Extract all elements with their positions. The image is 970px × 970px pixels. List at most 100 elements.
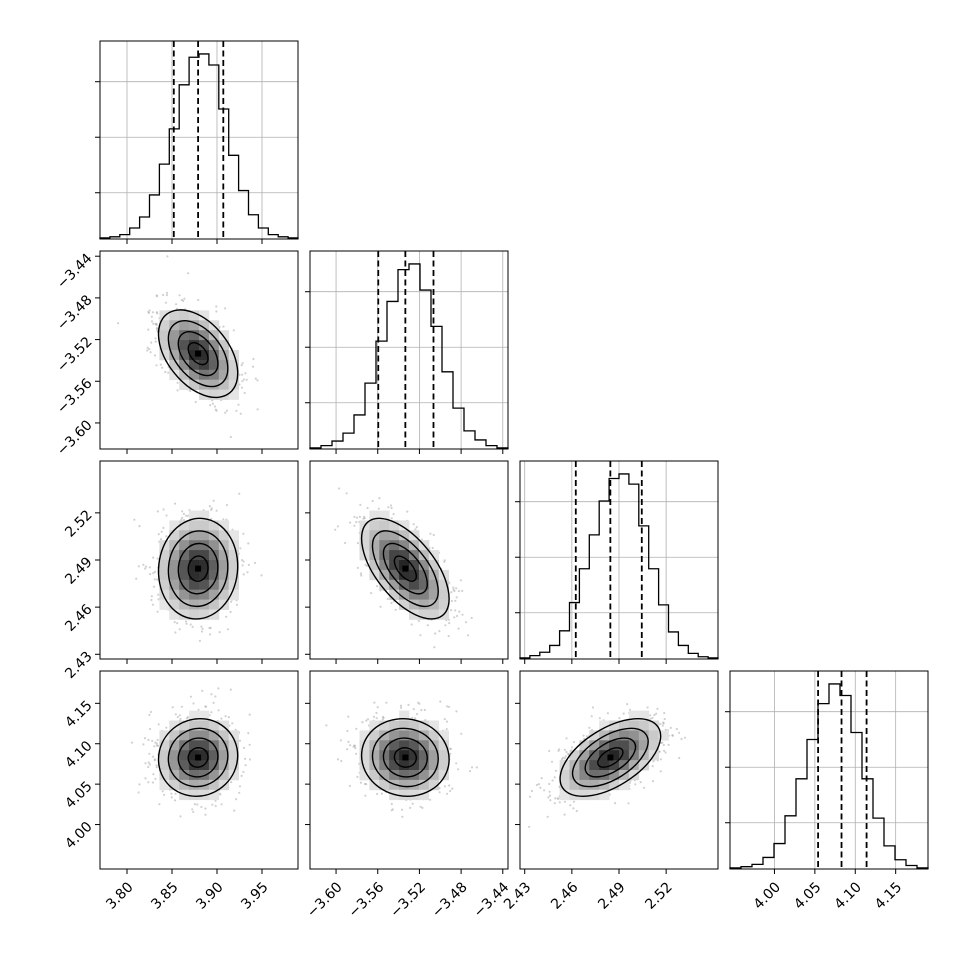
density-cell — [169, 569, 180, 581]
scatter-point — [470, 616, 473, 620]
density-cell — [428, 760, 440, 771]
scatter-panel-0-2 — [95, 460, 299, 664]
density-cell — [189, 330, 200, 341]
density-cell — [559, 789, 570, 801]
scatter-point — [664, 751, 667, 754]
density-cell — [159, 320, 170, 331]
contour-level-0 — [393, 555, 417, 582]
scatter-point — [155, 764, 158, 767]
scatter-point — [628, 708, 632, 711]
scatter-point — [157, 723, 160, 726]
scatter-point — [643, 786, 646, 789]
density-cell — [589, 760, 600, 771]
scatter-point — [366, 506, 369, 510]
density-cell — [169, 750, 180, 761]
density-cell — [189, 710, 200, 721]
scatter-point — [562, 756, 565, 759]
scatter-point — [379, 605, 382, 608]
density-cell — [379, 510, 390, 521]
density-cell — [569, 770, 580, 781]
scatter-point — [166, 291, 169, 294]
scatter-point — [455, 762, 458, 765]
y-tick-label: −3.48 — [54, 292, 96, 334]
scatter-point — [353, 515, 356, 519]
density-cell — [218, 770, 230, 781]
density-cell — [208, 389, 220, 400]
scatter-point — [373, 701, 376, 704]
scatter-point — [356, 566, 359, 570]
density-cell — [369, 520, 380, 531]
density-cell — [628, 730, 640, 741]
scatter-point — [133, 518, 136, 521]
density-cell — [628, 770, 640, 781]
scatter-point — [634, 783, 637, 786]
scatter-point — [143, 737, 147, 740]
scatter-point — [560, 758, 564, 761]
density-cell — [218, 379, 230, 390]
scatter-point — [243, 391, 246, 395]
density-cell — [208, 579, 220, 591]
scatter-point — [165, 535, 168, 538]
scatter-point — [662, 721, 665, 724]
density-cell — [599, 740, 610, 751]
density-cell — [379, 540, 390, 551]
density-cell — [189, 520, 200, 531]
density-cell — [389, 530, 400, 541]
scatter-point — [537, 783, 541, 786]
scatter-point — [144, 567, 147, 570]
density-cell — [228, 550, 239, 561]
scatter-point — [409, 806, 412, 810]
y-tick-label: 2.43 — [62, 649, 95, 682]
y-tick-label: −3.60 — [54, 417, 96, 459]
density-cell — [208, 589, 220, 600]
scatter-point — [572, 741, 576, 744]
density-cell — [589, 750, 600, 761]
scatter-point — [242, 378, 245, 381]
scatter-point — [376, 585, 379, 588]
scatter-point — [252, 357, 255, 361]
y-tick-label: −3.44 — [54, 250, 96, 292]
scatter-point — [461, 589, 464, 593]
density-cell — [619, 750, 630, 761]
density-cell — [189, 779, 200, 791]
x-tick-label: 2.49 — [595, 879, 628, 912]
scatter-point — [447, 705, 451, 709]
scatter-point — [453, 589, 456, 593]
scatter-point — [155, 311, 158, 314]
scatter-point — [155, 323, 158, 327]
density-cell — [159, 740, 170, 751]
density-cell — [428, 599, 440, 610]
scatter-point — [675, 727, 678, 731]
density-cell — [379, 720, 390, 731]
scatter-point — [434, 632, 437, 635]
x-tick-label: 3.85 — [148, 879, 181, 912]
scatter-point — [678, 756, 681, 760]
scatter-point — [148, 309, 151, 312]
scatter-point — [349, 521, 352, 524]
scatter-panel-0-1 — [95, 250, 299, 454]
density-cell — [389, 579, 400, 591]
scatter-point — [443, 718, 446, 721]
scatter-point — [651, 780, 655, 783]
scatter-point — [655, 712, 658, 715]
scatter-point — [366, 718, 370, 721]
density-cell — [389, 569, 400, 581]
scatter-point — [419, 634, 422, 637]
scatter-point — [543, 789, 546, 792]
scatter-point — [411, 802, 414, 805]
scatter-point — [535, 783, 539, 787]
density-cell — [159, 770, 170, 781]
scatter-point — [179, 717, 182, 721]
scatter-point — [208, 505, 211, 508]
scatter-point — [138, 525, 141, 528]
scatter-point — [530, 789, 534, 793]
scatter-point — [164, 301, 167, 304]
density-cell — [359, 540, 370, 551]
density-cell — [399, 779, 410, 791]
scatter-point — [371, 499, 374, 503]
density-cell — [208, 609, 220, 620]
density-cell — [418, 770, 430, 781]
density-cell — [159, 340, 170, 351]
density-cell — [199, 750, 210, 761]
density-cell — [228, 530, 239, 541]
